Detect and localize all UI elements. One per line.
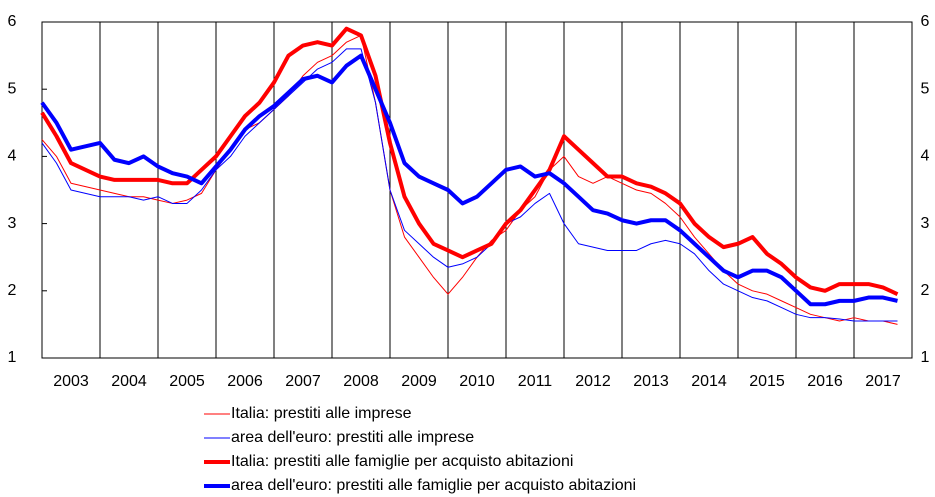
y-tick-label-right: 6 <box>921 13 930 30</box>
x-tick-label: 2016 <box>807 373 843 390</box>
x-tick-label: 2012 <box>575 373 611 390</box>
x-tick-label: 2015 <box>749 373 785 390</box>
x-tick-label: 2009 <box>401 373 437 390</box>
y-tick-label: 3 <box>8 215 17 232</box>
series-line <box>41 34 898 325</box>
x-tick-label: 2004 <box>111 373 147 390</box>
x-tick-label: 2005 <box>169 373 205 390</box>
y-tick-label-right: 4 <box>921 148 930 165</box>
x-tick-label: 2006 <box>227 373 263 390</box>
y-tick-label-right: 3 <box>921 215 930 232</box>
series-line <box>41 48 898 322</box>
series-line <box>40 26 899 296</box>
legend-label: area dell'euro: prestiti alle imprese <box>231 429 474 446</box>
legend-label: Italia: prestiti alle famiglie per acqui… <box>231 453 573 470</box>
x-tick-label: 2014 <box>691 373 727 390</box>
x-tick-label: 2003 <box>53 373 89 390</box>
y-tick-label-right: 1 <box>921 349 930 366</box>
y-tick-label: 5 <box>8 80 17 97</box>
x-tick-label: 2010 <box>459 373 495 390</box>
y-tick-label: 6 <box>8 13 17 30</box>
x-tick-label: 2008 <box>343 373 379 390</box>
x-tick-label: 2017 <box>865 373 901 390</box>
y-tick-label: 4 <box>8 148 17 165</box>
y-tick-label-right: 2 <box>921 282 930 299</box>
y-tick-label-right: 5 <box>921 80 930 97</box>
x-tick-label: 2011 <box>518 373 553 390</box>
x-tick-label: 2007 <box>285 373 321 390</box>
legend-label: area dell'euro: prestiti alle famiglie p… <box>231 477 636 494</box>
y-tick-label: 1 <box>8 349 17 366</box>
legend-label: Italia: prestiti alle imprese <box>231 405 412 422</box>
y-tick-label: 2 <box>8 282 17 299</box>
x-tick-label: 2013 <box>633 373 669 390</box>
series-line <box>40 53 898 307</box>
